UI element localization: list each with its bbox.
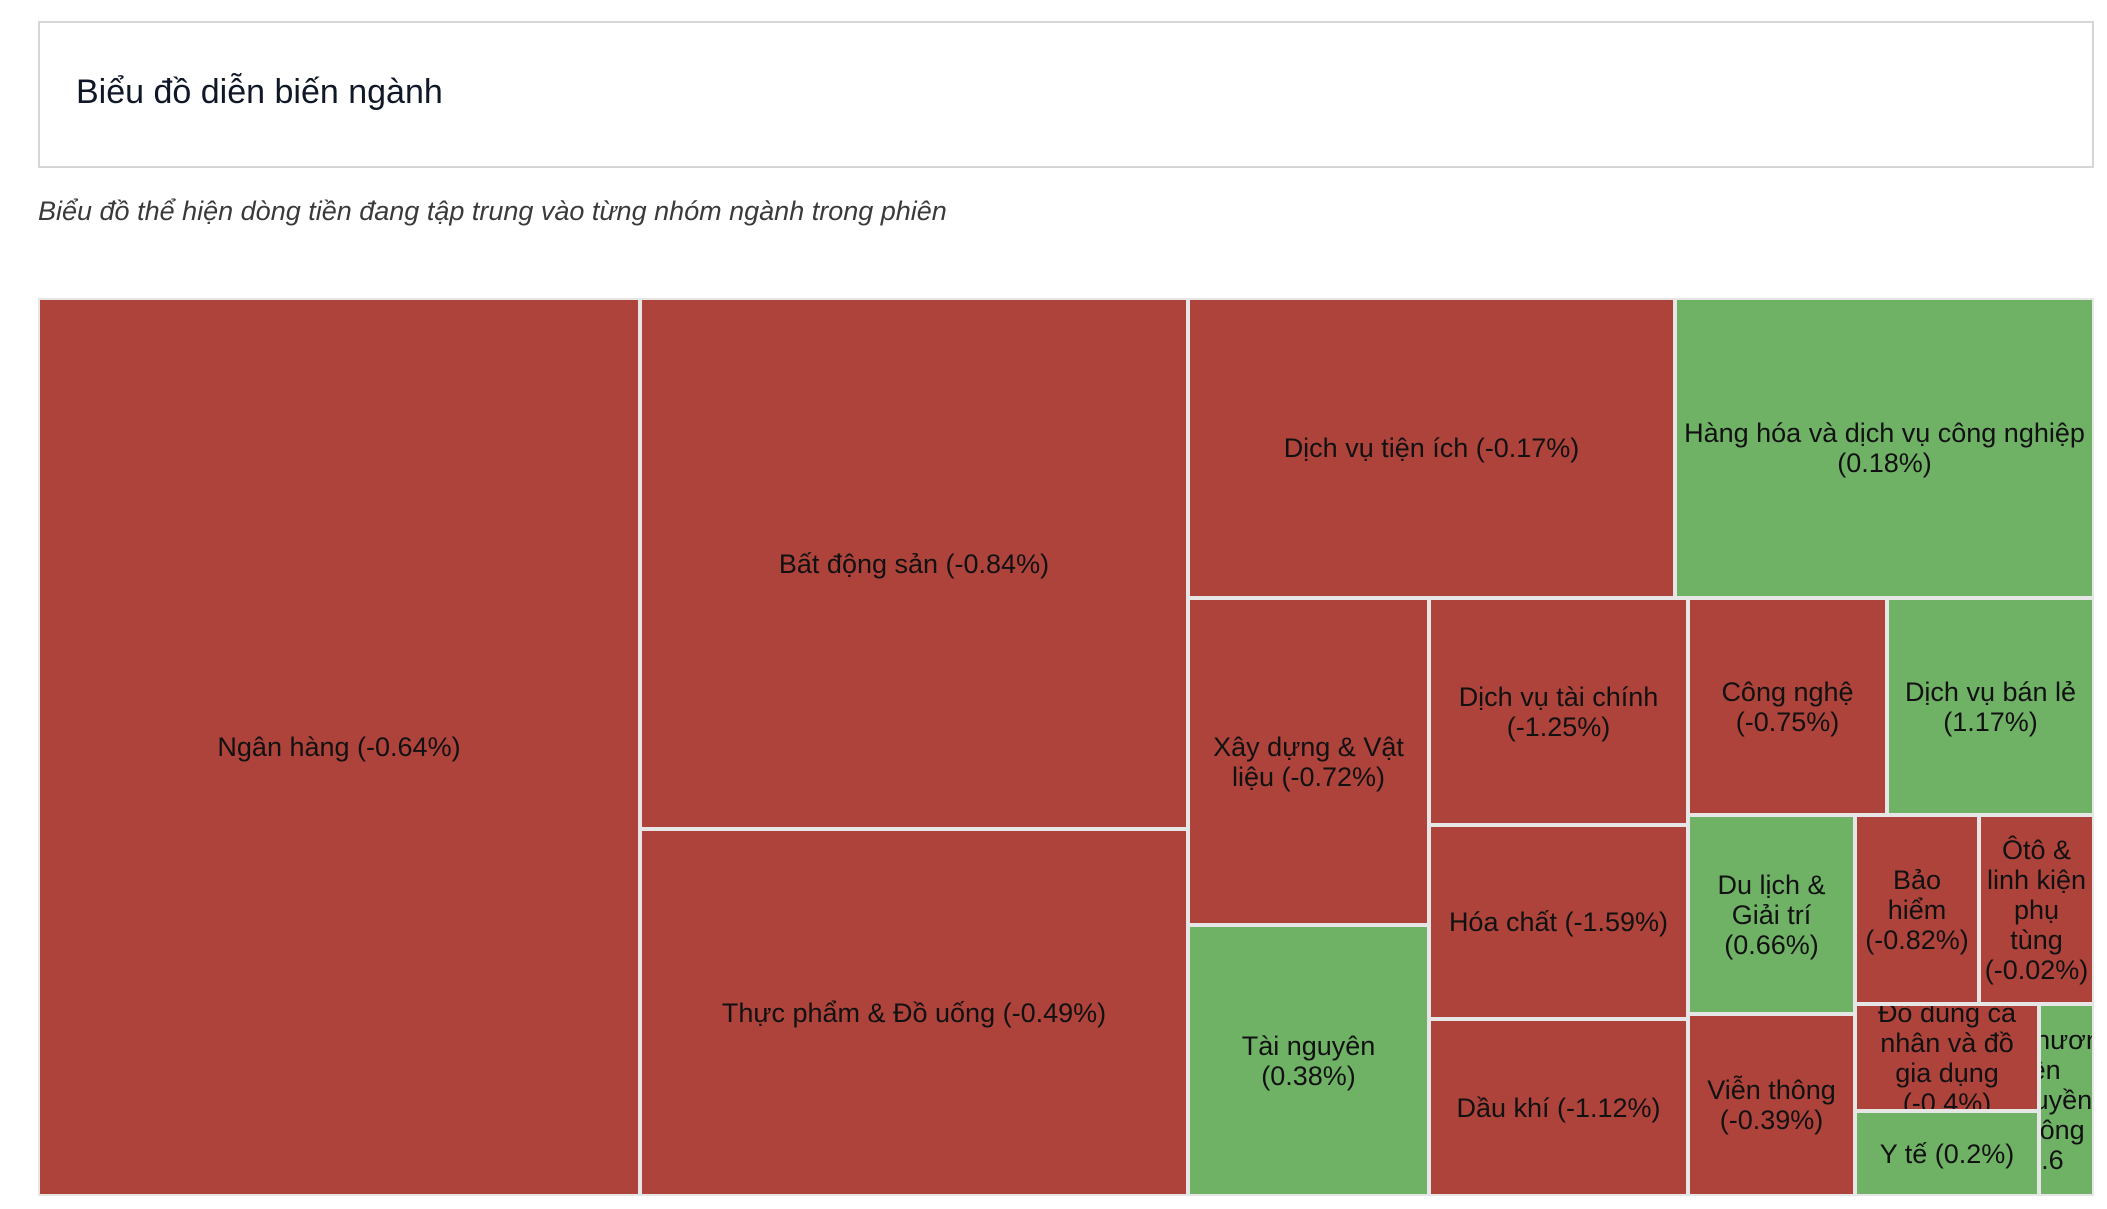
treemap-tile-label: Bảo hiểm (-0.82%) <box>1865 864 1969 955</box>
treemap-tile[interactable]: Xây dựng & Vật liệu (-0.72%) <box>1188 598 1429 925</box>
treemap-tile[interactable]: Phương tiện truyền thông (3.6 <box>2039 1004 2094 1196</box>
treemap-tile-label: Ôtô & linh kiện phụ tùng (-0.02%) <box>1984 834 2089 985</box>
treemap-tile[interactable]: Ôtô & linh kiện phụ tùng (-0.02%) <box>1979 815 2094 1004</box>
treemap-tile-label: Du lịch & Giải trí (0.66%) <box>1717 869 1826 960</box>
chart-subtitle: Biểu đồ thể hiện dòng tiền đang tập trun… <box>38 196 947 226</box>
treemap-tile-label: Dịch vụ tài chính (-1.25%) <box>1458 681 1659 742</box>
page-title: Biểu đồ diễn biến ngành <box>76 73 443 111</box>
treemap-tile-label: Y tế (0.2%) <box>1879 1138 2015 1169</box>
treemap-tile[interactable]: Dầu khí (-1.12%) <box>1429 1019 1688 1196</box>
treemap-tile-label: Đồ dùng cá nhân và đồ gia dụng (-0.4%) <box>1877 1004 2017 1111</box>
treemap-tile-label: Dịch vụ bán lẻ (1.17%) <box>1904 676 2077 737</box>
treemap-tile-label: Bất động sản (-0.84%) <box>778 548 1050 579</box>
chart-header: Biểu đồ diễn biến ngành <box>38 21 2094 168</box>
treemap-tile-label: Phương tiện truyền thông (3.6 <box>2039 1025 2093 1175</box>
treemap-tile-label: Ngân hàng (-0.64%) <box>217 732 461 762</box>
treemap-tile[interactable]: Viễn thông (-0.39%) <box>1688 1014 1855 1196</box>
treemap-tile[interactable]: Hóa chất (-1.59%) <box>1429 825 1688 1019</box>
treemap-tile-label: Dịch vụ tiện ích (-0.17%) <box>1283 433 1580 463</box>
treemap-tile[interactable]: Thực phẩm & Đồ uống (-0.49%) <box>640 829 1188 1196</box>
treemap-tile[interactable]: Hàng hóa và dịch vụ công nghiệp (0.18%) <box>1675 298 2094 598</box>
treemap-tile-label: Thực phẩm & Đồ uống (-0.49%) <box>721 997 1107 1028</box>
treemap-tile-label: Viễn thông (-0.39%) <box>1707 1075 1836 1135</box>
treemap-tile[interactable]: Dịch vụ tài chính (-1.25%) <box>1429 598 1688 825</box>
treemap-tile[interactable]: Đồ dùng cá nhân và đồ gia dụng (-0.4%) <box>1855 1004 2039 1111</box>
treemap-tile-label: Hàng hóa và dịch vụ công nghiệp (0.18%) <box>1684 418 2085 478</box>
treemap-tile[interactable]: Dịch vụ bán lẻ (1.17%) <box>1887 598 2094 815</box>
treemap-tile[interactable]: Du lịch & Giải trí (0.66%) <box>1688 815 1855 1014</box>
treemap-tile-label: Dầu khí (-1.12%) <box>1456 1092 1661 1123</box>
treemap-tile[interactable]: Tài nguyên (0.38%) <box>1188 925 1429 1196</box>
treemap-tile[interactable]: Ngân hàng (-0.64%) <box>38 298 640 1196</box>
treemap-tile-label: Hóa chất (-1.59%) <box>1448 907 1669 937</box>
treemap-tile-label: Công nghệ (-0.75%) <box>1721 676 1854 737</box>
treemap-tile[interactable]: Bảo hiểm (-0.82%) <box>1855 815 1979 1004</box>
treemap-tile[interactable]: Y tế (0.2%) <box>1855 1111 2039 1196</box>
treemap-tile[interactable]: Công nghệ (-0.75%) <box>1688 598 1887 815</box>
sector-treemap: Ngân hàng (-0.64%) Bất động sản (-0.84%) T… <box>38 298 2094 1196</box>
treemap-tile-label: Tài nguyên (0.38%) <box>1241 1030 1376 1091</box>
treemap-tile[interactable]: Bất động sản (-0.84%) <box>640 298 1188 829</box>
treemap-tile-label: Xây dựng & Vật liệu (-0.72%) <box>1213 731 1404 792</box>
treemap-tile[interactable]: Dịch vụ tiện ích (-0.17%) <box>1188 298 1675 598</box>
